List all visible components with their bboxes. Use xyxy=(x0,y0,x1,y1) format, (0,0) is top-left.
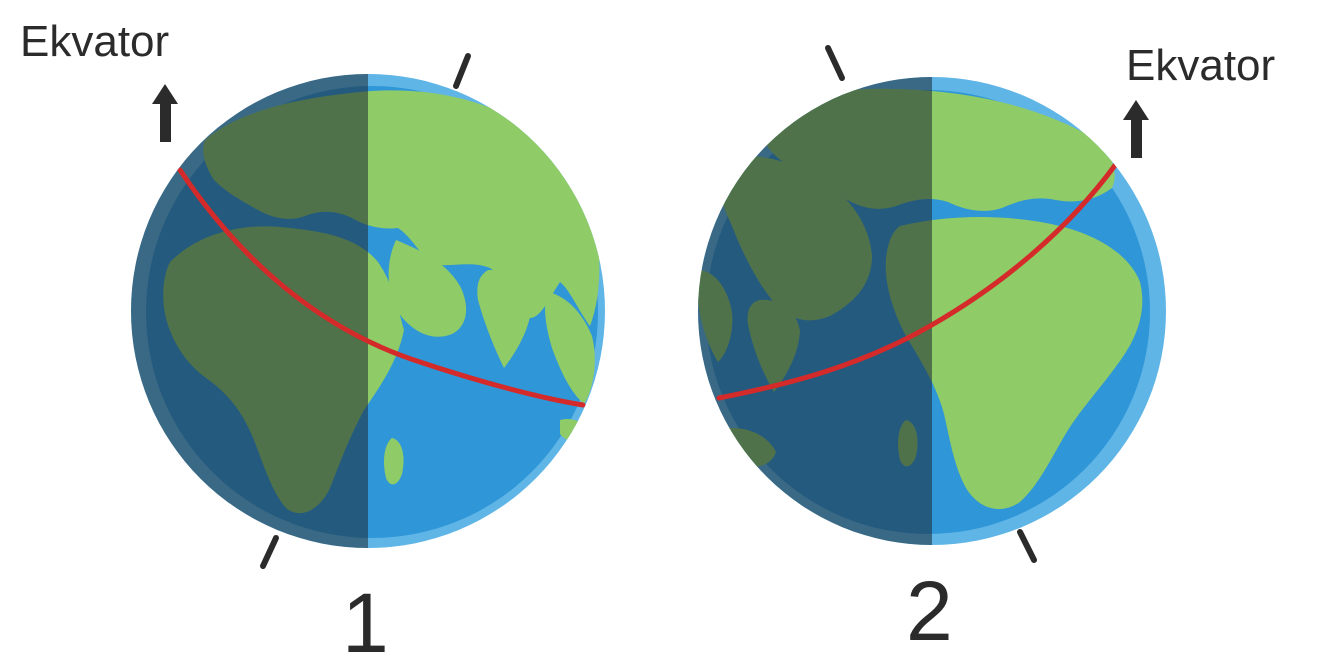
night-side xyxy=(131,74,368,548)
equator-line xyxy=(716,161,1119,401)
land-madagascar xyxy=(384,438,404,485)
land-india xyxy=(477,270,532,368)
equator-arrow xyxy=(152,84,178,142)
axis-top-stub xyxy=(453,53,471,89)
axis-top-stub xyxy=(825,45,845,81)
night-side xyxy=(698,77,932,545)
equator-line xyxy=(177,167,586,408)
globe-number-label: 2 xyxy=(906,564,953,658)
equator-label: Ekvator xyxy=(1126,41,1275,90)
land-se-asia xyxy=(545,292,595,404)
equator-label: Ekvator xyxy=(20,17,169,66)
globe-1: Ekvator 1 xyxy=(20,17,605,667)
globe-2: Ekvator 2 xyxy=(698,41,1275,658)
globe-number-label: 1 xyxy=(342,576,389,667)
axis-bottom-stub xyxy=(1017,529,1037,563)
land-arabia xyxy=(388,240,467,337)
axis-bottom-stub xyxy=(260,535,279,569)
land-africa xyxy=(885,217,1143,510)
equator-arrow xyxy=(1123,100,1149,158)
